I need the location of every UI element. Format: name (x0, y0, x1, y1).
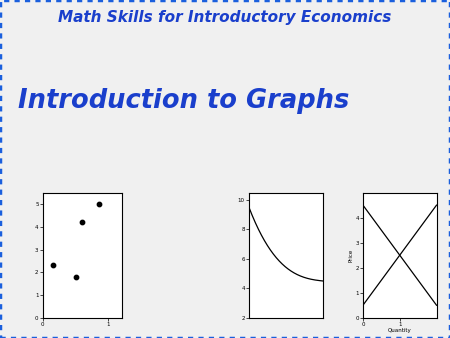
Point (95, 201, 102, 207)
Point (72, 274, 79, 280)
Text: Introduction to Graphs: Introduction to Graphs (18, 88, 349, 114)
Text: Math Skills for Introductory Economics: Math Skills for Introductory Economics (58, 10, 392, 25)
Point (49, 263, 56, 268)
Y-axis label: Price: Price (349, 248, 354, 262)
X-axis label: Quantity: Quantity (388, 328, 412, 333)
Point (78, 219, 86, 225)
